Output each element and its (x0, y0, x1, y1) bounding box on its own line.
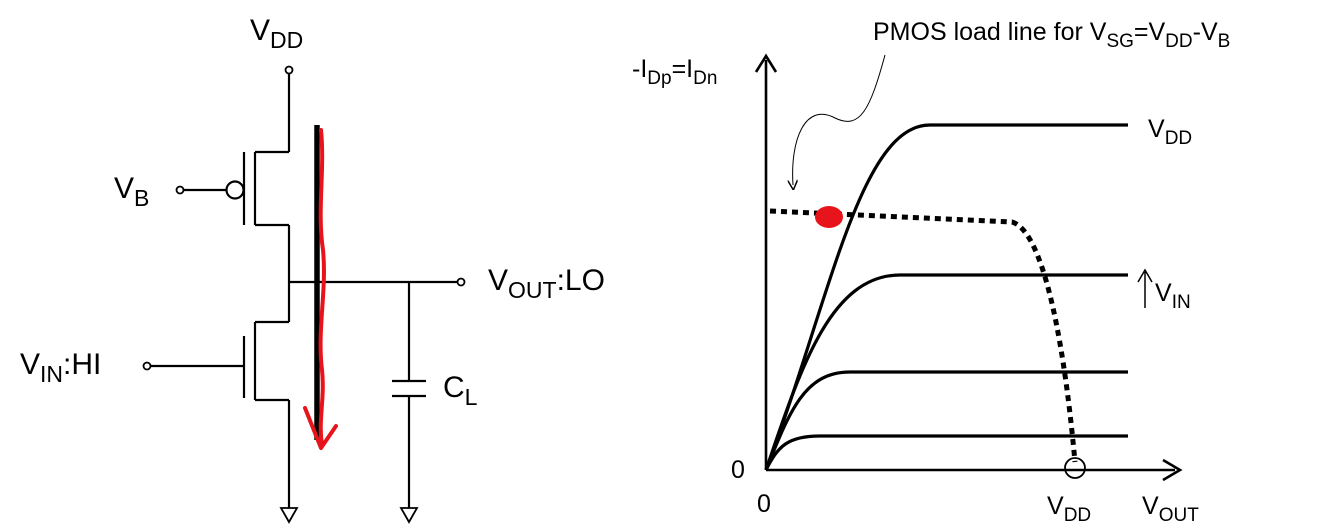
pmos-gate-bubble (225, 180, 245, 200)
nmos-curve-vdd (764, 123, 1128, 471)
cl-label: CL (443, 371, 478, 410)
y-axis-label: -IDp=IDn (632, 55, 717, 89)
curve-label-vdd: VDD (1148, 115, 1192, 149)
x-axis-arrow-icon (1162, 458, 1183, 482)
load-capacitor (392, 282, 426, 524)
circuit: VDD VB VOUT:LO VIN:HI (20, 14, 605, 524)
vdd-label: VDD (250, 14, 303, 53)
vdd-terminal (284, 65, 294, 75)
x-tick-vdd: VDD (1047, 492, 1091, 526)
operating-point (815, 206, 843, 228)
vin-increase-arrow-icon (1137, 268, 1153, 308)
vout-label: VOUT:LO (488, 264, 605, 303)
nmos-curve-4 (764, 434, 1128, 471)
y-axis-arrow-icon (754, 53, 778, 73)
ground-icon (279, 507, 299, 524)
pmos-transistor (183, 150, 289, 227)
origin-x-label: 0 (757, 490, 771, 518)
origin-y-label: 0 (731, 456, 745, 484)
vin-terminal (142, 361, 152, 371)
vin-label: VIN:HI (20, 348, 101, 387)
iv-plot: PMOS load line for VSG=VDD-VB -IDp=IDn 0… (632, 18, 1230, 526)
vb-terminal (175, 185, 185, 195)
nmos-curve-3 (764, 370, 1128, 471)
vout-terminal (456, 277, 466, 287)
annotation-pointer (793, 54, 886, 185)
vdd-endpoint-marker (1064, 457, 1086, 479)
nmos-transistor (150, 320, 289, 402)
x-axis-label: VOUT (1142, 492, 1199, 526)
pmos-load-line (769, 208, 1078, 463)
curve-label-vin: VIN (1155, 279, 1191, 313)
nmos-curve-2 (764, 273, 1128, 471)
ground-icon (399, 507, 419, 524)
load-line-annotation: PMOS load line for VSG=VDD-VB (873, 18, 1230, 52)
vb-label: VB (114, 172, 149, 211)
current-flow-arrow (303, 128, 338, 450)
